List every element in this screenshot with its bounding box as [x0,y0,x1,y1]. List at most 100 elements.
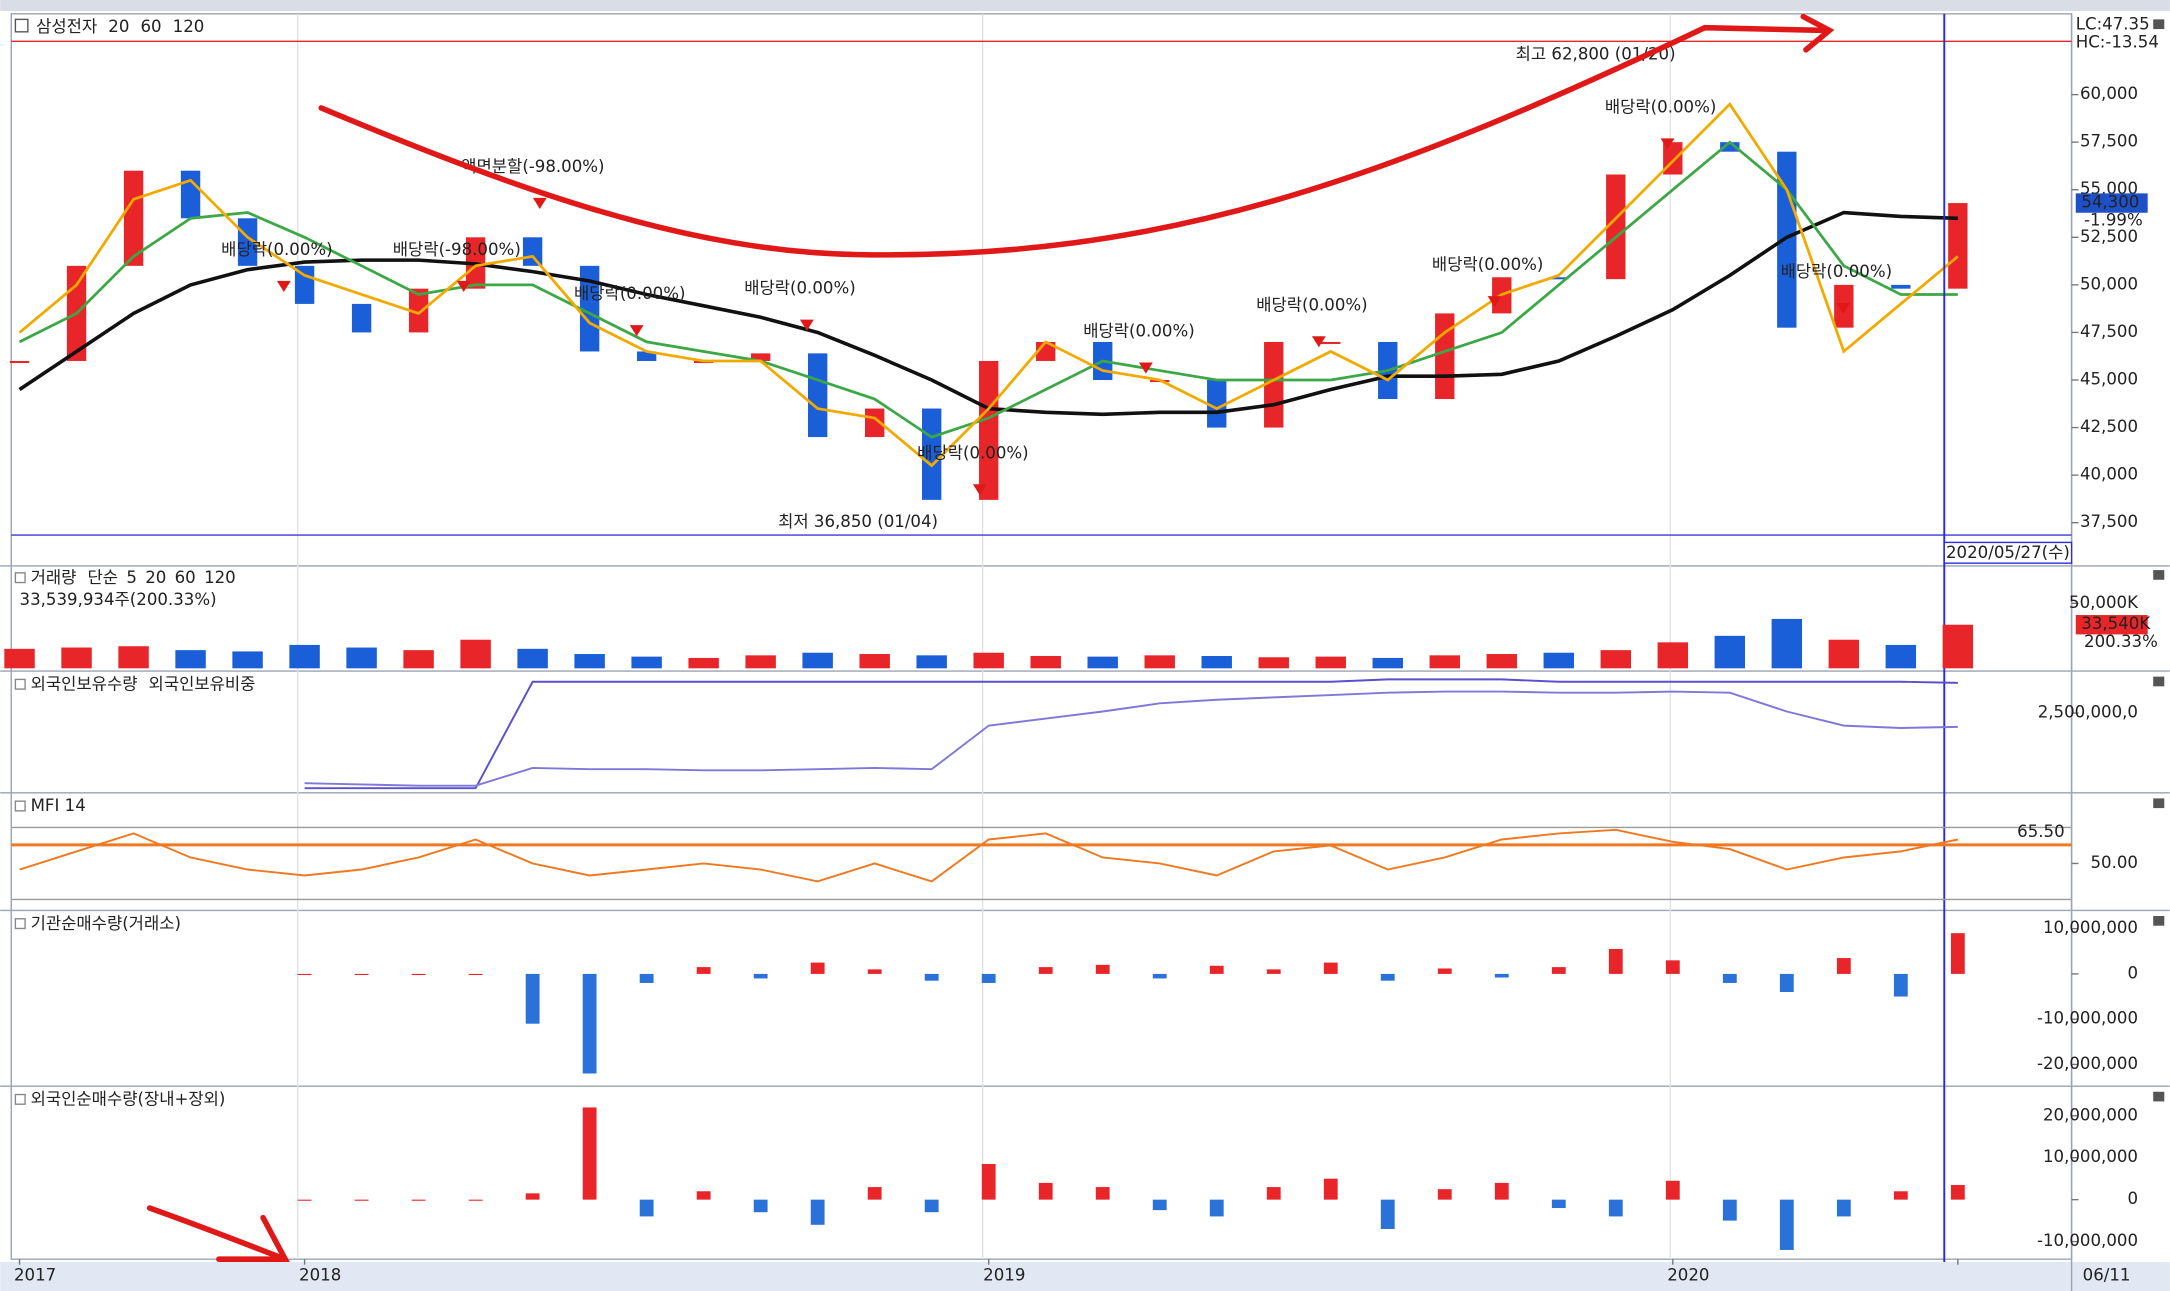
candle [522,237,543,266]
y-tick-label: 50,000K [2069,593,2139,612]
last-value-box [2075,193,2148,213]
bar [753,1199,768,1213]
line-series [18,102,1959,468]
legend-label: 삼성전자 [36,17,97,36]
legend-label: MFI 14 [31,796,86,815]
bar [924,1199,939,1213]
hand-drawn-arc [318,24,1830,258]
bar [61,647,92,669]
bar [1380,973,1395,981]
candle [294,265,315,304]
bar [175,650,206,669]
legend-label: 60 [175,568,196,587]
bar [1486,654,1517,669]
hand-drawn-marks [146,13,1835,1262]
bar [1429,655,1460,669]
event-arrow [629,325,644,337]
candle [979,360,999,500]
bar [1323,1178,1338,1200]
legend-label: 외국인보유비중 [149,674,256,693]
cursor-box [1943,541,2073,564]
bar [1836,958,1851,974]
event-arrow [1138,362,1153,374]
bar [1437,1189,1452,1200]
legend-label: 120 [173,17,205,36]
bar [1779,1199,1794,1250]
corner-label: HC:-13.54 [2076,32,2159,51]
event-label: 배당락(0.00%) [1432,255,1543,274]
bar [1893,1191,1908,1200]
bar [1779,973,1794,993]
event-arrow [799,319,814,331]
bar [1771,618,1803,669]
y-tick-label: 57,500 [2080,132,2138,151]
event-label: 배당락(0.00%) [1256,295,1367,314]
event-arrow [456,280,471,292]
event-arrow [1311,336,1326,348]
event-label: 배당락(0.00%) [1083,322,1194,341]
year-lines [296,13,1672,1260]
bar [1152,1199,1167,1211]
bar [297,1199,312,1201]
candle [807,353,828,438]
x-tick-label: 2018 [299,1265,341,1284]
bar [1038,1182,1053,1200]
candle [1606,174,1626,280]
candle [123,170,144,266]
corner-label: LC:47.35 [2076,14,2150,33]
bar [4,648,35,669]
y-tick-label: 50,000 [2080,274,2138,293]
bar [1209,965,1224,974]
plot: 2017 2018 2019 2020 06/1137,50040,00042,5004… [4,13,2165,1284]
bar [1266,969,1281,974]
legend-icon [14,918,26,930]
bar [1543,652,1575,669]
bar [1893,973,1908,997]
bar [1380,1199,1395,1229]
y-tick-label: 37,500 [2080,512,2138,531]
legend-label: 20 [145,568,166,587]
y-tick-label: 10,000,000 [2043,918,2138,937]
y-tick-label: 20,000,000 [2043,1105,2138,1124]
y-tick-label: -10,000,000 [2037,1231,2138,1250]
info-label: 33,539,934주(200.33%) [20,590,217,609]
event-label: 배당락(-98.00%) [393,240,521,259]
bar [354,1199,369,1201]
candle [1435,313,1455,400]
bar [1494,973,1509,978]
bar [1323,962,1338,974]
bar [1494,1182,1509,1200]
bar [232,651,263,669]
candle [408,288,429,333]
bar [1600,650,1632,669]
candle [1207,380,1227,428]
bar [1722,1199,1737,1221]
event-label: 배당락(0.00%) [1781,262,1892,281]
candle [636,351,657,361]
event-arrow [1660,138,1675,150]
bar [1551,967,1566,974]
y-tick-label: 0 [2127,963,2138,982]
event-label: 배당락(0.00%) [1605,97,1716,116]
cursor-label: 2020/05/27(수) [1946,543,2070,562]
last-value-box [2075,615,2148,635]
x-tick-label: 06/11 [2083,1265,2131,1284]
bar [973,652,1004,669]
bar [867,1187,882,1200]
x-axis-band [0,1261,2170,1291]
event-label: 배당락(0.00%) [917,443,1028,462]
bar [696,1191,711,1200]
x-tick-label: 2019 [983,1265,1025,1284]
bar [1437,968,1452,974]
bar [631,656,662,669]
y-tick-label: -10,000,000 [2037,1009,2138,1028]
y-tick-label: 60,000 [2080,84,2138,103]
hand-drawn-arrowhead [1800,13,1835,53]
panel-icon [2153,798,2165,809]
bar [1942,624,1974,669]
bar [525,973,540,1024]
bar [1258,657,1289,669]
bar [289,644,320,669]
legend-label: 60 [140,17,161,36]
